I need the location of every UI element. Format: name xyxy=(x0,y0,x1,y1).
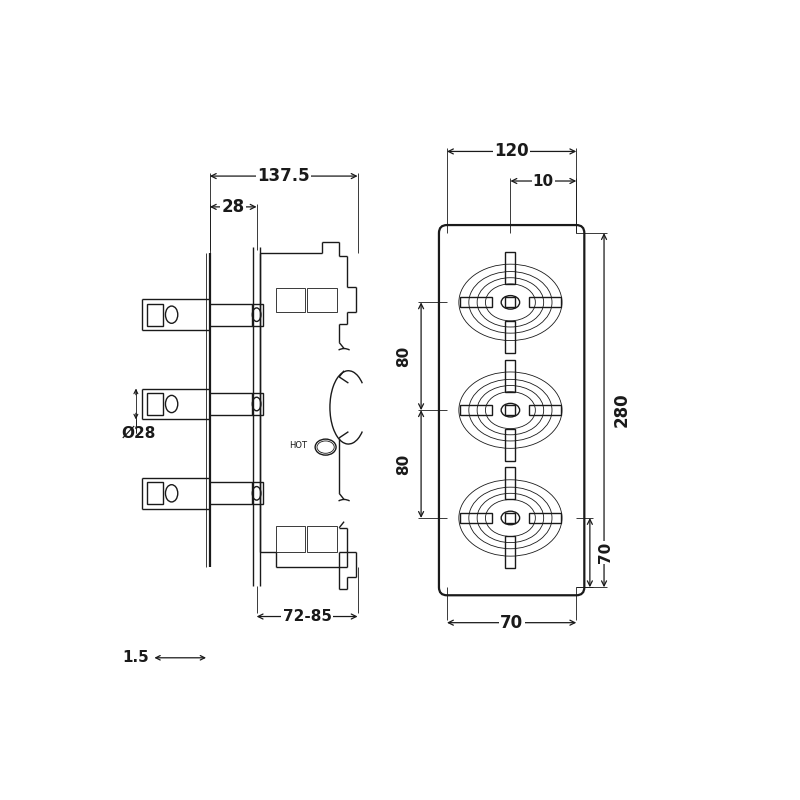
Text: HOT: HOT xyxy=(289,442,307,450)
Text: Ø28: Ø28 xyxy=(122,426,156,441)
Bar xyxy=(506,321,515,353)
Bar xyxy=(147,393,163,415)
Text: 280: 280 xyxy=(612,393,630,427)
Bar xyxy=(252,393,262,415)
Bar xyxy=(460,406,492,415)
Text: 137.5: 137.5 xyxy=(258,167,310,185)
Text: 120: 120 xyxy=(494,142,529,161)
Text: 70: 70 xyxy=(598,542,613,563)
Text: 28: 28 xyxy=(222,198,245,216)
Bar xyxy=(506,513,515,523)
Bar xyxy=(529,298,561,307)
Bar xyxy=(147,303,163,326)
Text: 80: 80 xyxy=(396,346,411,367)
Bar xyxy=(529,513,561,523)
Bar xyxy=(506,298,515,307)
Bar xyxy=(506,406,515,415)
Bar xyxy=(506,429,515,461)
Text: 70: 70 xyxy=(500,614,523,632)
Bar xyxy=(276,288,306,311)
Bar xyxy=(460,513,492,523)
Bar xyxy=(506,537,515,569)
Bar xyxy=(252,482,262,505)
Bar xyxy=(506,467,515,499)
Bar xyxy=(529,406,561,415)
Bar xyxy=(460,298,492,307)
Bar xyxy=(506,360,515,392)
Bar xyxy=(506,252,515,284)
Text: 1.5: 1.5 xyxy=(122,650,150,666)
Bar xyxy=(307,288,337,311)
Text: 10: 10 xyxy=(533,174,554,189)
Bar xyxy=(276,526,306,552)
Bar xyxy=(307,526,337,552)
Bar xyxy=(147,482,163,505)
Text: 80: 80 xyxy=(396,454,411,474)
Bar xyxy=(252,303,262,326)
Text: 72-85: 72-85 xyxy=(282,609,332,624)
